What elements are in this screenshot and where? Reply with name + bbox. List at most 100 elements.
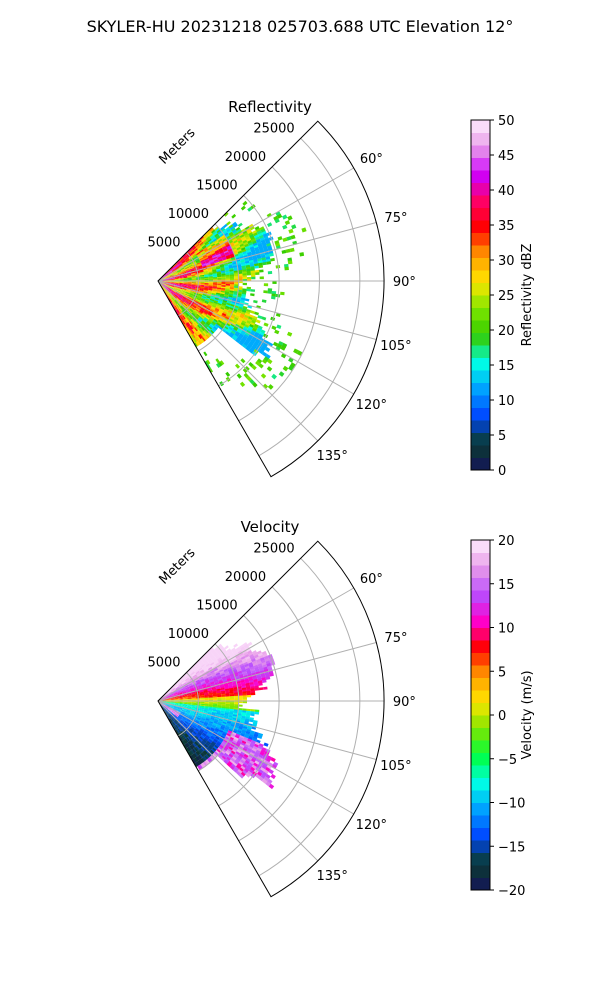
echo-cell <box>254 751 260 757</box>
echo-cell <box>169 693 174 696</box>
echo-cell <box>199 241 204 246</box>
echo-cell <box>202 739 207 744</box>
echo-cell <box>233 659 238 664</box>
echo-cell <box>226 648 232 653</box>
echo-cell <box>221 302 227 306</box>
colorbar-label: Reflectivity dBZ <box>520 244 535 347</box>
echo-cell <box>213 659 218 664</box>
echo-cell <box>261 771 268 777</box>
echo-cell <box>187 699 192 701</box>
echo-cell <box>168 294 171 299</box>
echo-cell <box>170 266 174 270</box>
echo-cell <box>207 732 212 737</box>
echo-cell <box>164 273 169 276</box>
echo-cell <box>187 276 192 278</box>
echo-cell <box>190 744 195 749</box>
echo-cell <box>177 288 182 291</box>
echo-cell <box>191 318 196 323</box>
echo-cell <box>208 232 213 237</box>
echo-cell <box>171 268 176 272</box>
echo-cell <box>203 234 209 239</box>
echo-cell <box>178 263 183 267</box>
echo-cell <box>162 287 166 292</box>
echo-cell <box>168 713 172 718</box>
echo-cell <box>206 726 211 730</box>
echo-cell <box>169 718 173 723</box>
echo-cell <box>263 356 270 362</box>
echo-cell <box>177 691 182 694</box>
echo-cell <box>185 268 190 271</box>
echo-cell <box>195 298 201 302</box>
echo-cell <box>196 251 201 256</box>
echo-cell <box>282 237 288 242</box>
echo-cell <box>208 287 213 290</box>
echo-cell <box>231 666 237 671</box>
echo-cell <box>182 288 187 290</box>
echo-cell <box>218 232 224 237</box>
echo-cell <box>163 707 166 712</box>
figure-title: SKYLER-HU 20231218 025703.688 UTC Elevat… <box>87 17 514 36</box>
colorbar-segment <box>471 195 490 208</box>
echo-cell <box>207 292 212 295</box>
echo-cell <box>244 732 250 737</box>
echo-cell <box>214 729 219 733</box>
echo-cell <box>203 723 208 727</box>
echo-cell <box>170 702 175 703</box>
echo-cell <box>204 719 210 723</box>
echo-cell <box>227 296 233 300</box>
echo-cell <box>202 751 207 756</box>
echo-cell <box>171 297 175 301</box>
echo-cell <box>164 272 168 276</box>
echo-cell <box>192 311 197 316</box>
echo-cell <box>197 340 202 345</box>
echo-cell <box>162 707 166 712</box>
echo-cell <box>226 676 231 680</box>
echo-cell <box>227 650 233 655</box>
echo-cell <box>208 277 214 279</box>
echo-cell <box>241 249 247 253</box>
echo-cell <box>167 289 171 293</box>
echo-cell <box>192 724 197 728</box>
echo-cell <box>185 258 190 262</box>
echo-cell <box>191 251 196 256</box>
echo-cell <box>224 316 230 320</box>
echo-cell <box>280 345 286 351</box>
echo-cell <box>174 696 179 698</box>
echo-cell <box>222 320 227 325</box>
echo-cell <box>209 323 215 328</box>
echo-cell <box>187 275 192 278</box>
echo-cell <box>217 657 222 662</box>
echo-cell <box>196 717 202 720</box>
echo-cell <box>187 311 191 315</box>
echo-cell <box>181 270 187 273</box>
echo-cell <box>230 255 235 259</box>
echo-cell <box>211 244 217 249</box>
echo-cell <box>225 702 231 705</box>
echo-cell <box>182 739 187 744</box>
echo-cell <box>187 316 191 321</box>
echo-cell <box>178 707 183 710</box>
echo-cell <box>258 682 263 686</box>
echo-cell <box>266 764 272 770</box>
echo-cell <box>196 340 201 346</box>
echo-cell <box>234 277 239 280</box>
echo-cell <box>171 710 176 714</box>
echo-cell <box>208 695 213 697</box>
echo-cell <box>197 754 202 760</box>
echo-cell <box>219 264 225 268</box>
echo-cell <box>227 755 232 760</box>
echo-cell <box>167 295 170 299</box>
echo-cell <box>179 258 184 262</box>
echo-cell <box>191 306 195 311</box>
echo-cell <box>201 682 206 686</box>
echo-cell <box>189 688 195 691</box>
echo-cell <box>200 741 205 746</box>
echo-cell <box>196 306 201 311</box>
echo-cell <box>254 741 260 746</box>
echo-cell <box>196 325 200 330</box>
echo-cell <box>228 753 234 758</box>
echo-cell <box>169 285 174 288</box>
echo-cell <box>195 670 200 674</box>
echo-cell <box>212 722 218 726</box>
echo-cell <box>171 717 175 721</box>
